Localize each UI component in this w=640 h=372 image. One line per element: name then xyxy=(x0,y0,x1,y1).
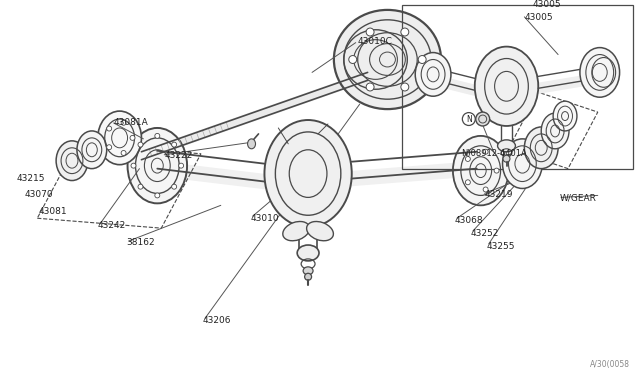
Text: 43081: 43081 xyxy=(38,207,67,216)
Ellipse shape xyxy=(303,267,313,275)
Circle shape xyxy=(155,193,160,198)
Circle shape xyxy=(465,180,470,185)
Text: 43010C: 43010C xyxy=(358,37,392,46)
Text: 38162: 38162 xyxy=(127,238,155,247)
Ellipse shape xyxy=(77,131,107,169)
Ellipse shape xyxy=(553,101,577,131)
Circle shape xyxy=(172,142,177,147)
Circle shape xyxy=(401,28,409,36)
Ellipse shape xyxy=(264,120,352,227)
Ellipse shape xyxy=(297,245,319,261)
Ellipse shape xyxy=(580,48,620,97)
Text: 43068: 43068 xyxy=(455,216,484,225)
Text: 43255: 43255 xyxy=(486,241,515,250)
Ellipse shape xyxy=(283,221,310,241)
Ellipse shape xyxy=(56,141,88,180)
Text: N)08912-4401A: N)08912-4401A xyxy=(461,149,527,158)
Circle shape xyxy=(305,273,312,280)
Circle shape xyxy=(349,55,356,64)
Ellipse shape xyxy=(497,140,515,152)
Text: 43081A: 43081A xyxy=(114,118,148,126)
Ellipse shape xyxy=(524,127,558,169)
Ellipse shape xyxy=(475,46,538,126)
Text: 43005: 43005 xyxy=(524,13,553,22)
Circle shape xyxy=(366,28,374,36)
Circle shape xyxy=(107,145,111,150)
Circle shape xyxy=(483,187,488,192)
Circle shape xyxy=(130,135,135,140)
Text: 43242: 43242 xyxy=(98,221,126,230)
Circle shape xyxy=(494,168,499,173)
Circle shape xyxy=(121,151,126,155)
Circle shape xyxy=(107,126,111,131)
Text: 43252: 43252 xyxy=(471,229,499,238)
Ellipse shape xyxy=(127,128,187,203)
Circle shape xyxy=(465,157,470,161)
Ellipse shape xyxy=(248,139,255,149)
Circle shape xyxy=(121,120,126,125)
Text: 43010: 43010 xyxy=(250,214,279,223)
Text: 43070: 43070 xyxy=(24,190,53,199)
Ellipse shape xyxy=(453,136,509,205)
Circle shape xyxy=(172,184,177,189)
Circle shape xyxy=(418,55,426,64)
Text: 43215: 43215 xyxy=(17,174,45,183)
Circle shape xyxy=(155,134,160,138)
Ellipse shape xyxy=(415,52,451,96)
Text: 43222: 43222 xyxy=(164,151,193,160)
Circle shape xyxy=(503,155,510,162)
Circle shape xyxy=(138,142,143,147)
Circle shape xyxy=(179,163,184,168)
Text: 43005: 43005 xyxy=(532,0,561,9)
Ellipse shape xyxy=(334,10,441,109)
Circle shape xyxy=(401,83,409,91)
Text: 43219: 43219 xyxy=(484,190,513,199)
Circle shape xyxy=(476,112,490,126)
Circle shape xyxy=(366,83,374,91)
Text: N: N xyxy=(466,115,472,124)
Circle shape xyxy=(483,149,488,154)
Text: A/30(0058: A/30(0058 xyxy=(589,360,630,369)
Circle shape xyxy=(138,184,143,189)
Ellipse shape xyxy=(307,221,333,241)
Ellipse shape xyxy=(502,139,542,189)
Ellipse shape xyxy=(541,113,569,149)
Text: W/GEAR: W/GEAR xyxy=(560,194,597,203)
Ellipse shape xyxy=(98,111,141,165)
Circle shape xyxy=(131,163,136,168)
Text: 43206: 43206 xyxy=(203,316,232,325)
Bar xyxy=(403,5,634,169)
